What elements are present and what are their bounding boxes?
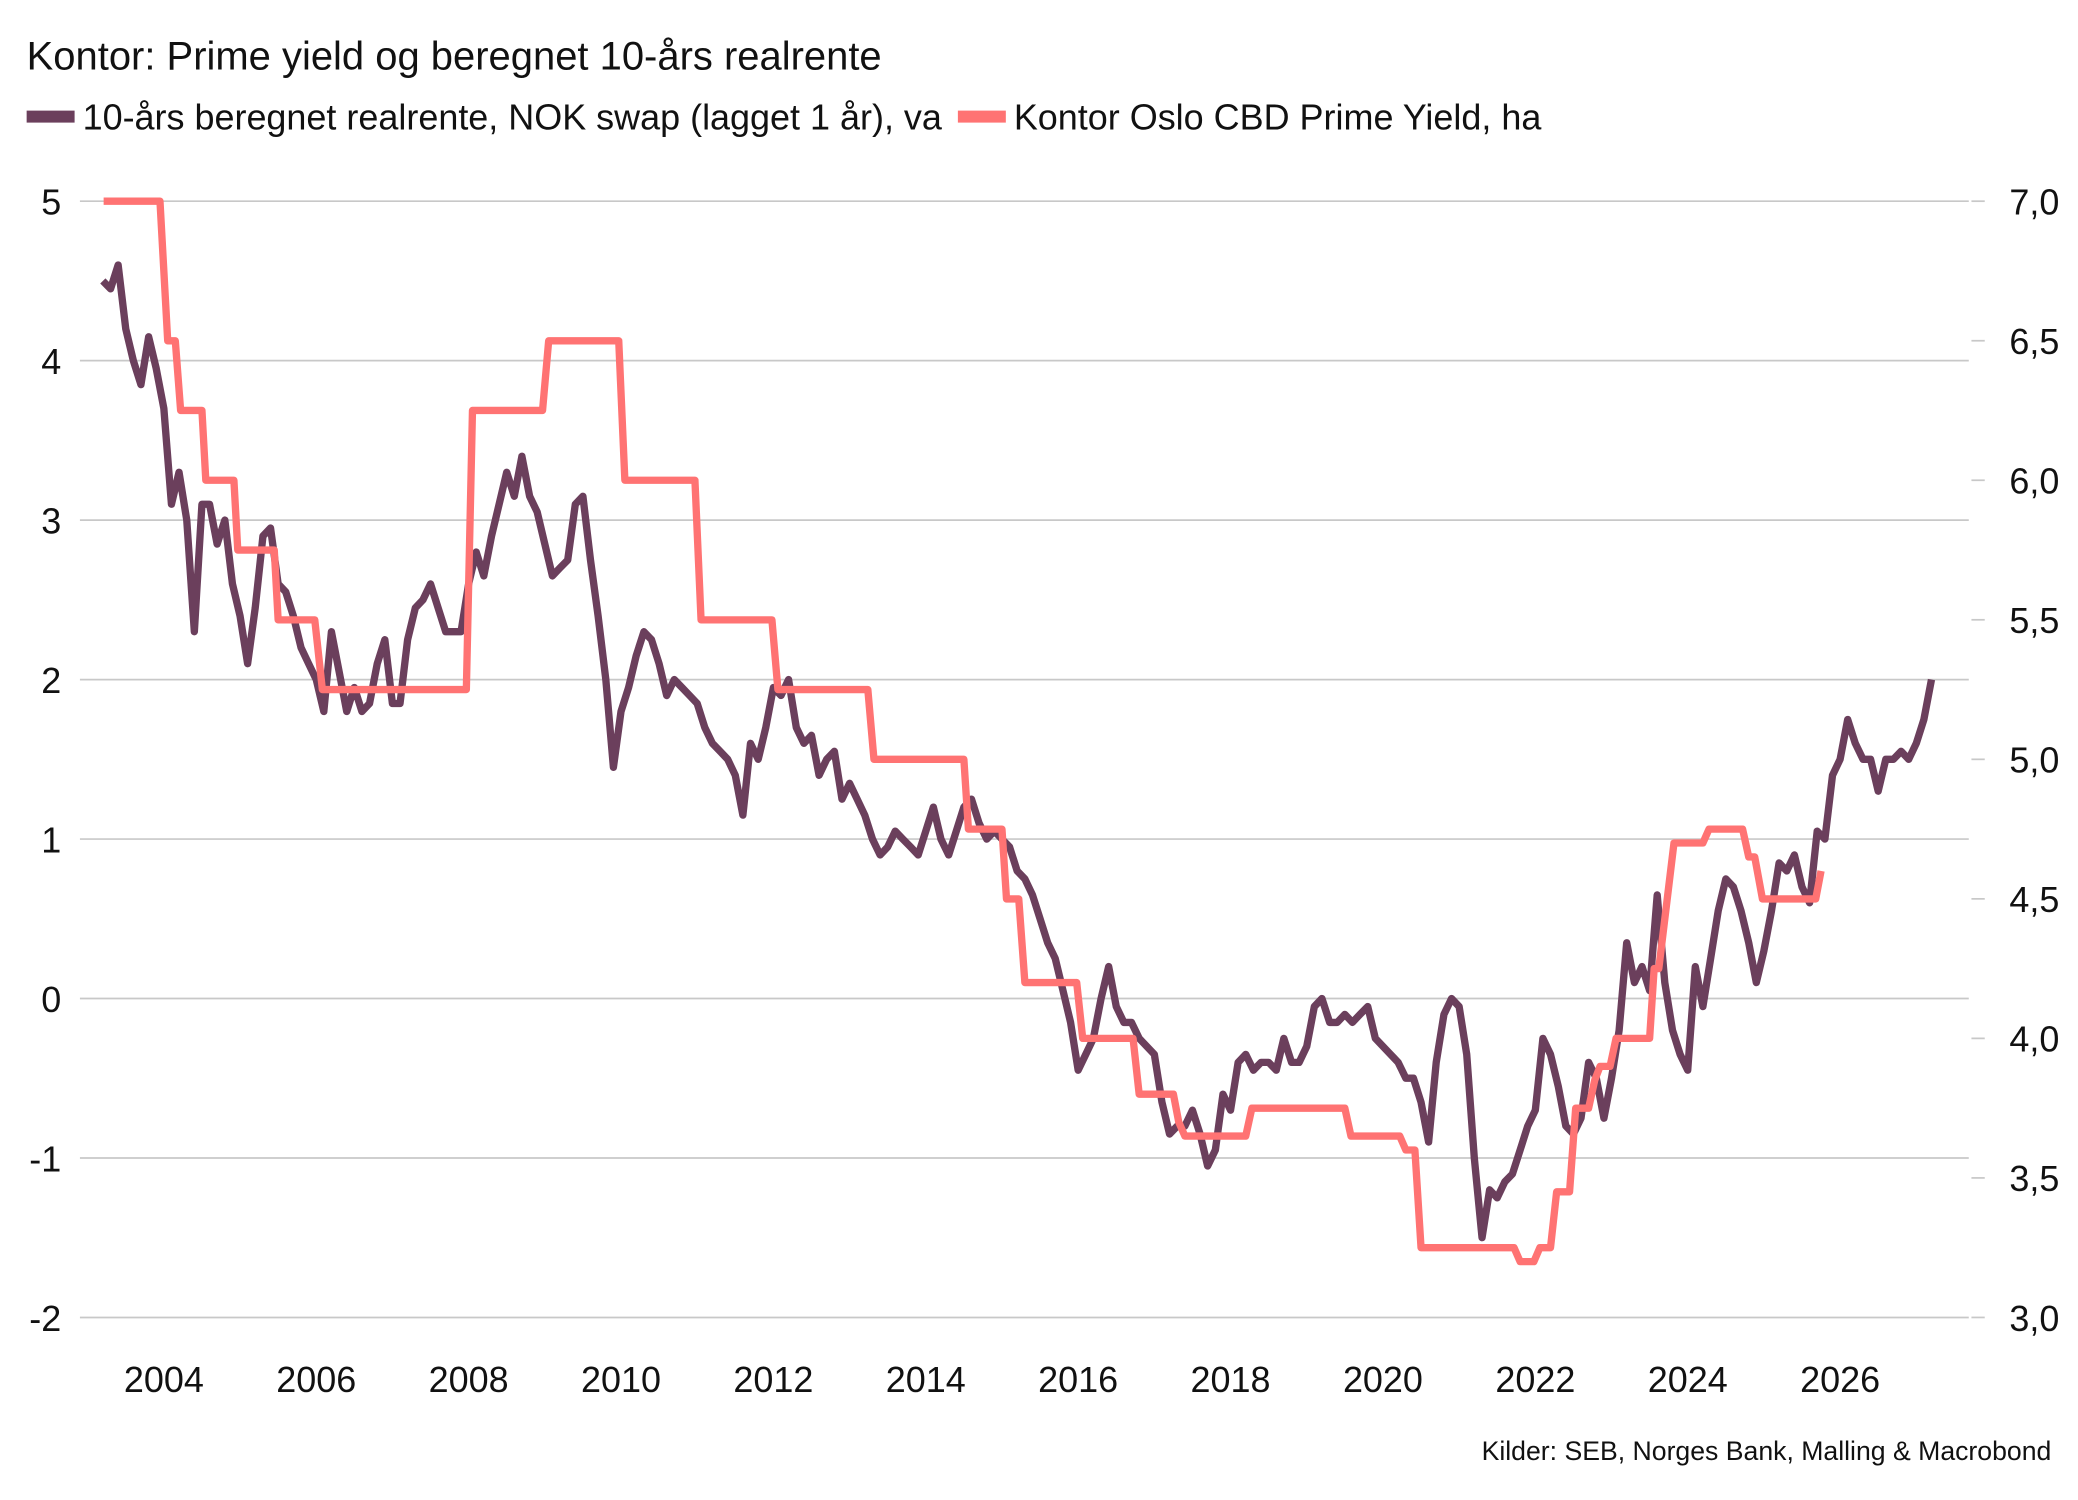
right-axis: 7,0 6,5 6,0 5,5 5,0 4,5 4,0 3,5 3,0 [1971,182,2059,1339]
x-tick-label: 2020 [1343,1359,1423,1400]
x-tick-label: 2004 [124,1359,204,1400]
legend-swatch-prime-yield [957,110,1006,123]
legend-label-realrente: 10-års beregnet realrente, NOK swap (lag… [83,96,942,137]
left-tick-label: 2 [41,660,61,701]
series-lines [100,197,1936,1266]
right-tick-label: 7,0 [2009,182,2059,223]
x-tick-label: 2026 [1800,1359,1880,1400]
right-tick-label: 5,5 [2009,600,2059,641]
right-tick-label: 4,0 [2009,1019,2059,1060]
right-tick-label: 6,0 [2009,461,2059,502]
left-tick-label: 4 [41,341,61,382]
gridlines [79,200,1969,1319]
x-tick-label: 2008 [429,1359,509,1400]
series-line-realrente [100,261,1936,1242]
right-tick-label: 6,5 [2009,321,2059,362]
left-tick-label: 5 [41,182,61,223]
legend-swatch-realrente [26,110,75,123]
x-tick-label: 2024 [1648,1359,1728,1400]
series-line-prime-yield [103,197,1825,1266]
x-axis: 2004 2006 2008 2010 2012 2014 2016 2018 2020 2022… [124,1359,1880,1400]
x-tick-label: 2018 [1191,1359,1271,1400]
left-axis: 5 4 3 2 1 0 -1 -2 [29,182,61,1339]
left-tick-label: 3 [41,500,61,541]
left-tick-label: -1 [29,1138,61,1179]
right-tick-label: 4,5 [2009,879,2059,920]
x-tick-label: 2010 [581,1359,661,1400]
chart-title: Kontor: Prime yield og beregnet 10-års r… [27,34,882,78]
right-tick-label: 5,0 [2009,740,2059,781]
right-tick-label: 3,5 [2009,1158,2059,1199]
x-tick-label: 2016 [1038,1359,1118,1400]
source-note: Kilder: SEB, Norges Bank, Malling & Macr… [1482,1436,2052,1466]
right-tick-label: 3,0 [2009,1298,2059,1339]
x-tick-label: 2014 [886,1359,966,1400]
left-tick-label: 0 [41,979,61,1020]
left-tick-label: -2 [29,1298,61,1339]
legend: 10-års beregnet realrente, NOK swap (lag… [26,96,1542,137]
x-tick-label: 2012 [733,1359,813,1400]
legend-label-prime-yield: Kontor Oslo CBD Prime Yield, ha [1014,96,1542,137]
x-tick-label: 2022 [1495,1359,1575,1400]
left-tick-label: 1 [41,819,61,860]
x-tick-label: 2006 [276,1359,356,1400]
